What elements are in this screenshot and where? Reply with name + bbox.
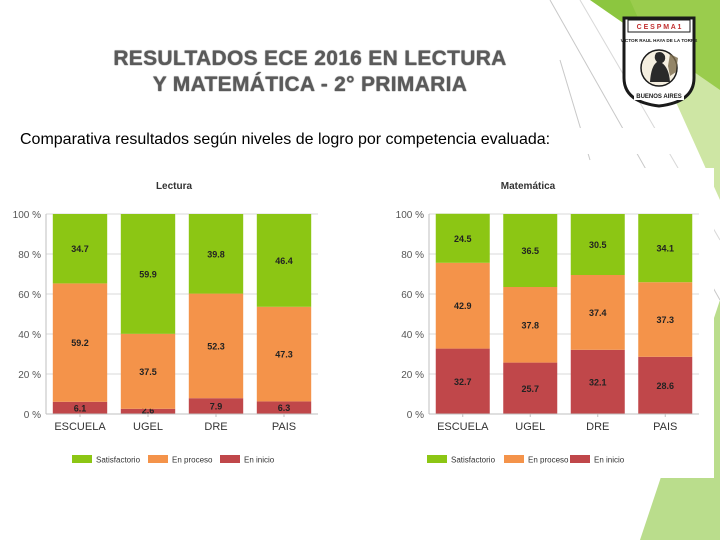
- data-label-en-inicio-ugel: 2.6: [142, 406, 155, 416]
- bar-satisfactorio-dre: [188, 214, 244, 294]
- data-label-en-inicio-dre: 32.1: [589, 377, 607, 387]
- chart-matematica: Matemática 0 % 20 % 40 % 60 % 80 % 100 % 32.7 42…: [396, 181, 699, 465]
- data-label-en-proceso-escuela: 59.2: [71, 338, 89, 348]
- bar-en-proceso-ugel: [120, 333, 176, 409]
- data-label-en-inicio-dre: 7.9: [210, 402, 223, 412]
- logo-portrait: [650, 52, 670, 82]
- chart-panel-matematica: Matemática 0 % 20 % 40 % 60 % 80 % 100 % 32.7 42…: [358, 168, 714, 478]
- legend-label-en-proceso: En proceso: [528, 456, 569, 465]
- bar-en-inicio-pais: [638, 356, 693, 414]
- bar-en-proceso-escuela: [52, 283, 108, 402]
- slide-subtitle: Comparativa resultados según niveles de …: [18, 128, 682, 154]
- x-tick-label-ugel: UGEL: [515, 421, 545, 433]
- y-tick-label: 100 %: [396, 210, 424, 221]
- chart-panel-lectura: Lectura 0 % 20 % 40 % 60 % 80 % 100 % 6.1 59.2 34…: [6, 168, 348, 478]
- x-tick-label-pais: PAIS: [653, 421, 677, 433]
- legend-label-en-inicio: En inicio: [244, 456, 275, 465]
- y-tick-label: 60 %: [401, 290, 424, 301]
- school-logo: C E S P M A 1 VICTOR RAUL HAYA DE LA TOR…: [621, 16, 698, 108]
- data-label-satisfactorio-pais: 34.1: [656, 244, 674, 254]
- bar-en-inicio-dre: [188, 398, 244, 414]
- data-label-en-proceso-ugel: 37.8: [521, 320, 539, 330]
- bar-en-proceso-dre: [188, 293, 244, 399]
- chart-title-lectura: Lectura: [156, 181, 193, 192]
- bar-en-inicio-ugel: [120, 408, 176, 414]
- x-tick-label-pais: PAIS: [272, 421, 296, 433]
- data-label-en-inicio-pais: 6.3: [278, 403, 291, 413]
- bar-satisfactorio-pais: [256, 214, 312, 307]
- data-label-en-proceso-pais: 37.3: [656, 315, 674, 325]
- x-tick-label-dre: DRE: [204, 421, 227, 433]
- legend-swatch-en-proceso: [504, 455, 524, 463]
- y-tick-label: 40 %: [18, 330, 41, 341]
- bar-satisfactorio-dre: [570, 214, 625, 275]
- data-label-satisfactorio-ugel: 36.5: [521, 246, 539, 256]
- data-label-en-proceso-dre: 37.4: [589, 308, 607, 318]
- bar-satisfactorio-escuela: [52, 214, 108, 284]
- bar-en-inicio-pais: [256, 401, 312, 414]
- bar-en-proceso-ugel: [503, 287, 558, 363]
- y-tick-label: 100 %: [13, 210, 41, 221]
- logo-bottom-band: [634, 90, 684, 100]
- logo-bottom-text: BUENOS AIRES: [636, 94, 681, 100]
- legend-label-satisfactorio: Satisfactorio: [451, 456, 496, 465]
- data-label-satisfactorio-dre: 39.8: [207, 249, 225, 259]
- chart-lectura: Lectura 0 % 20 % 40 % 60 % 80 % 100 % 6.1 59.2 34…: [13, 181, 318, 465]
- legend-swatch-en-inicio: [570, 455, 590, 463]
- y-tick-label: 0 %: [407, 410, 424, 421]
- bar-en-inicio-escuela: [435, 348, 490, 414]
- data-label-en-inicio-pais: 28.6: [656, 381, 674, 391]
- data-label-en-proceso-ugel: 37.5: [139, 367, 157, 377]
- x-tick-label-escuela: ESCUELA: [54, 421, 106, 433]
- bar-en-inicio-dre: [570, 349, 625, 414]
- data-label-en-proceso-pais: 47.3: [275, 350, 293, 360]
- legend-swatch-satisfactorio: [72, 455, 92, 463]
- bar-satisfactorio-ugel: [503, 214, 558, 287]
- data-label-satisfactorio-ugel: 59.9: [139, 269, 157, 279]
- y-tick-label: 80 %: [18, 250, 41, 261]
- legend-label-en-proceso: En proceso: [172, 456, 213, 465]
- slide-title-line-1: RESULTADOS ECE 2016 EN LECTURA: [113, 47, 507, 70]
- x-tick-label-ugel: UGEL: [133, 421, 163, 433]
- bar-en-proceso-pais: [638, 282, 693, 357]
- bar-en-inicio-escuela: [52, 401, 108, 414]
- y-tick-label: 0 %: [24, 410, 41, 421]
- bar-en-proceso-escuela: [435, 262, 490, 349]
- data-label-en-inicio-escuela: 32.7: [454, 377, 472, 387]
- legend-label-satisfactorio: Satisfactorio: [96, 456, 141, 465]
- bar-en-inicio-ugel: [503, 362, 558, 414]
- data-label-en-inicio-escuela: 6.1: [74, 403, 87, 413]
- legend-label-en-inicio: En inicio: [594, 456, 625, 465]
- y-tick-label: 40 %: [401, 330, 424, 341]
- bar-satisfactorio-pais: [638, 214, 693, 283]
- data-label-satisfactorio-dre: 30.5: [589, 240, 607, 250]
- slide-title-line-2: Y MATEMÁTICA - 2° PRIMARIA: [152, 73, 468, 96]
- legend-swatch-en-inicio: [220, 455, 240, 463]
- y-tick-label: 60 %: [18, 290, 41, 301]
- bar-satisfactorio-ugel: [120, 214, 176, 334]
- slide-title: RESULTADOS ECE 2016 EN LECTURA Y MATEMÁT…: [60, 46, 560, 98]
- data-label-en-inicio-ugel: 25.7: [521, 384, 539, 394]
- y-tick-label: 20 %: [401, 370, 424, 381]
- bar-en-proceso-dre: [570, 275, 625, 350]
- bar-satisfactorio-escuela: [435, 213, 490, 263]
- data-label-satisfactorio-escuela: 24.5: [454, 234, 472, 244]
- x-tick-label-escuela: ESCUELA: [437, 421, 489, 433]
- data-label-en-proceso-escuela: 42.9: [454, 301, 472, 311]
- chart-title-matematica: Matemática: [501, 181, 556, 192]
- logo-map-shape: [668, 54, 678, 76]
- data-label-satisfactorio-pais: 46.4: [275, 256, 293, 266]
- data-label-satisfactorio-escuela: 34.7: [71, 244, 89, 254]
- logo-top-text: C E S P M A 1: [637, 24, 682, 31]
- data-label-en-proceso-dre: 52.3: [207, 341, 225, 351]
- bar-en-proceso-pais: [256, 306, 312, 402]
- legend-swatch-satisfactorio: [427, 455, 447, 463]
- legend-swatch-en-proceso: [148, 455, 168, 463]
- y-tick-label: 80 %: [401, 250, 424, 261]
- logo-arc-text: VICTOR RAUL HAYA DE LA TORRE: [621, 38, 698, 43]
- logo-top-band: [627, 19, 691, 33]
- y-tick-label: 20 %: [18, 370, 41, 381]
- x-tick-label-dre: DRE: [586, 421, 609, 433]
